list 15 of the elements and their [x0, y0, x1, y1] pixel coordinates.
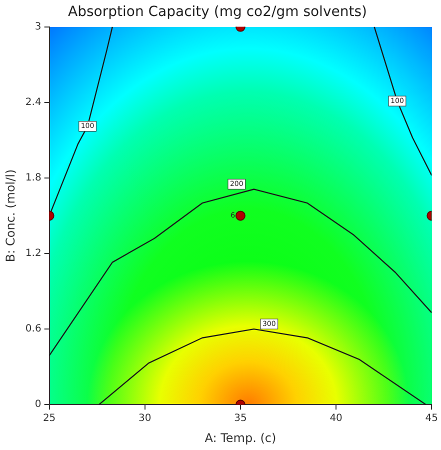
- x-tick-label: 25: [42, 413, 56, 424]
- y-tick-label: 2.4: [25, 96, 42, 108]
- y-tick-label: 1.2: [25, 248, 42, 260]
- y-tick-label: 0.6: [25, 324, 42, 335]
- y-tick-label: 1.8: [25, 172, 42, 184]
- y-tick-label: 3: [34, 21, 42, 32]
- point: [235, 210, 246, 221]
- x-tick-label: 35: [234, 413, 247, 424]
- x-tick-label: 40: [330, 413, 342, 424]
- x-tick-label: 45: [425, 413, 438, 424]
- y-tick-label: 0: [34, 399, 42, 410]
- x-tick-label: 30: [138, 413, 152, 424]
- x-axis-title: A: Temp. (c): [204, 430, 276, 445]
- y-axis-title: B: Conc. (mol/l): [3, 169, 18, 262]
- chart-title: Absorption Capacity (mg co2/gm solvents): [68, 4, 367, 20]
